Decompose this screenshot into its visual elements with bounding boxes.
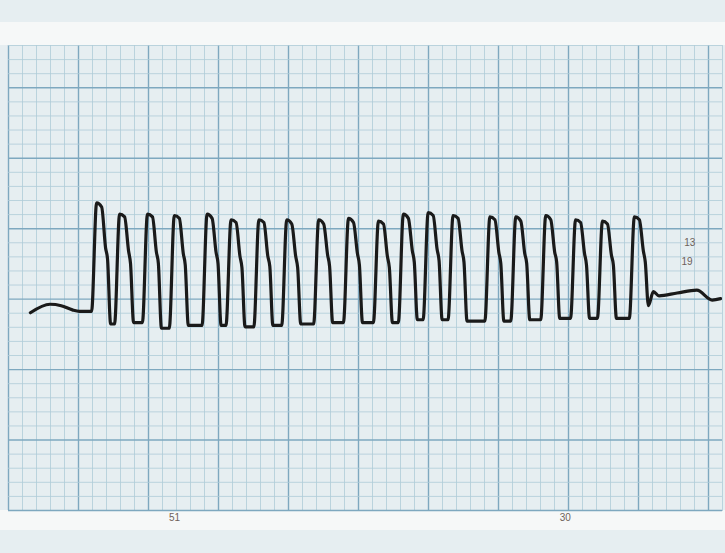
grid-line xyxy=(8,186,722,187)
grid-line xyxy=(8,369,722,370)
grid-line xyxy=(8,327,722,328)
y-tick xyxy=(8,454,722,455)
grid-line xyxy=(8,341,722,342)
annotation: 30 xyxy=(560,512,572,523)
y-tick xyxy=(8,397,722,398)
grid-line xyxy=(8,115,722,116)
grid-line xyxy=(8,482,722,483)
paper-strip xyxy=(0,22,725,45)
x-tick xyxy=(722,45,723,510)
y-tick xyxy=(8,482,722,483)
grid-line xyxy=(8,256,722,257)
y-tick xyxy=(8,496,722,497)
grid-line xyxy=(8,355,722,356)
y-tick xyxy=(8,144,722,145)
y-tick xyxy=(8,158,722,159)
y-tick xyxy=(8,172,722,173)
y-tick xyxy=(8,101,722,102)
y-tick xyxy=(8,327,722,328)
paper xyxy=(0,0,725,553)
grid-line xyxy=(8,496,722,497)
grid-line xyxy=(8,454,722,455)
y-tick xyxy=(8,440,722,441)
grid-line xyxy=(8,101,722,102)
grid-line xyxy=(8,439,722,440)
grid-line xyxy=(8,59,722,60)
y-tick xyxy=(8,256,722,257)
y-tick xyxy=(8,214,722,215)
annotation: 51 xyxy=(169,512,181,523)
trace xyxy=(30,203,720,328)
y-tick xyxy=(8,200,722,201)
y-tick xyxy=(8,411,722,412)
y-tick xyxy=(8,369,722,370)
grid-line xyxy=(8,397,722,398)
plot-area xyxy=(30,203,720,328)
grid-line xyxy=(8,144,722,145)
y-tick xyxy=(8,510,722,511)
annotation: 19 xyxy=(681,256,693,267)
paper-strip xyxy=(0,510,725,530)
y-tick xyxy=(8,242,722,243)
y-tick xyxy=(8,425,722,426)
grid-line xyxy=(8,228,722,229)
y-tick xyxy=(8,228,722,229)
grid-line xyxy=(8,411,722,412)
y-tick xyxy=(8,115,722,116)
annotations: 13 19 51 30 xyxy=(169,237,696,523)
grid-line xyxy=(8,158,722,159)
chart: 13 19 51 30 xyxy=(0,0,725,553)
grid-line xyxy=(722,45,723,510)
y-tick xyxy=(8,341,722,342)
y-tick xyxy=(8,130,722,131)
y-tick xyxy=(8,383,722,384)
y-tick xyxy=(8,186,722,187)
grid-line xyxy=(8,425,722,426)
grid-line xyxy=(8,468,722,469)
grid-line xyxy=(8,45,722,46)
y-tick xyxy=(8,73,722,74)
grid-line xyxy=(8,87,722,88)
grid-line xyxy=(8,172,722,173)
y-tick xyxy=(8,468,722,469)
annotation: 13 xyxy=(684,237,696,248)
y-axis-line xyxy=(8,46,9,511)
grid-line xyxy=(8,383,722,384)
grid-line xyxy=(8,130,722,131)
y-tick xyxy=(8,87,722,88)
y-axis xyxy=(8,46,722,511)
grid-line xyxy=(8,73,722,74)
x-axis xyxy=(9,45,723,511)
grid-line xyxy=(8,242,722,243)
y-tick xyxy=(8,355,722,356)
grid-line xyxy=(8,510,722,511)
y-tick xyxy=(8,45,722,46)
x-axis-line xyxy=(9,510,723,511)
y-tick xyxy=(8,59,722,60)
grid-line xyxy=(8,214,722,215)
grid-line xyxy=(8,200,722,201)
